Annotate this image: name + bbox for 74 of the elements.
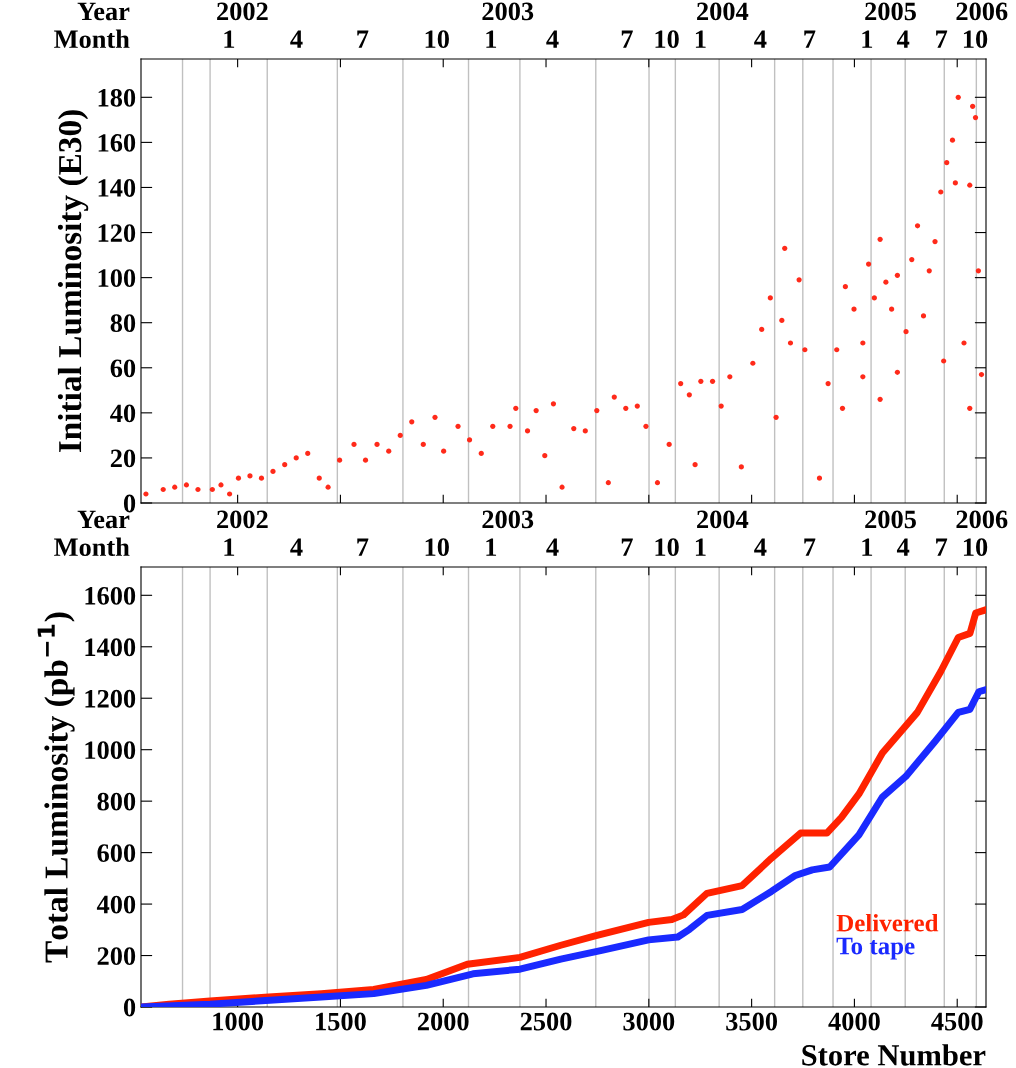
text: 1 <box>862 30 873 48</box>
text: 7 <box>804 30 816 48</box>
text: 1 <box>695 538 706 556</box>
text: 10 <box>655 30 679 49</box>
x-axis-title: Store Number <box>802 1044 986 1066</box>
text: 2002 <box>217 510 268 529</box>
text: Year <box>77 2 130 21</box>
text: 7 <box>357 538 369 556</box>
text: 1 <box>862 538 873 556</box>
y-tick-label: 20 <box>110 449 136 468</box>
y-tick-label: 1000 <box>85 741 136 760</box>
y-tick-label: 200 <box>97 947 136 965</box>
text: 10 <box>963 30 988 49</box>
text: 4 <box>290 538 303 556</box>
text: 1 <box>486 30 497 48</box>
y-tick-label: 400 <box>96 895 136 914</box>
text: Delivered <box>836 914 939 932</box>
text: 4 <box>896 30 910 48</box>
text: 2004 <box>697 2 749 21</box>
text: 4 <box>896 538 910 556</box>
text: 10 <box>655 538 679 557</box>
text: 2002 <box>217 2 268 21</box>
text: 10 <box>425 30 449 49</box>
y-tick-label: 140 <box>98 179 136 197</box>
x-tick-label: 3000 <box>623 1012 675 1031</box>
text: 4 <box>290 30 303 48</box>
y-tick-label: 180 <box>98 88 136 107</box>
text: 2003 <box>482 2 534 21</box>
text: 7 <box>621 538 633 556</box>
x-tick-label: 4000 <box>828 1012 880 1031</box>
text: 10 <box>425 538 449 557</box>
text: 1 <box>224 538 235 556</box>
text: 2004 <box>697 510 749 529</box>
text: 4 <box>754 538 767 556</box>
text: 1 <box>486 538 497 556</box>
y-tick-label: 600 <box>97 844 136 863</box>
y-tick-label: 100 <box>98 269 136 288</box>
x-tick-label: 4500 <box>931 1012 983 1031</box>
text: 1 <box>695 30 706 48</box>
text: 7 <box>621 30 633 48</box>
x-tick-label: 2500 <box>520 1012 572 1031</box>
text: Month <box>54 537 130 557</box>
y-tick-label: 60 <box>110 359 136 378</box>
text: 4 <box>546 538 559 556</box>
text: 2006 <box>956 2 1008 21</box>
text: 7 <box>936 30 948 48</box>
text: 7 <box>936 538 948 556</box>
y-tick-label: 0 <box>123 998 136 1017</box>
text: 4 <box>546 30 559 48</box>
y-tick-label: 1400 <box>85 638 136 657</box>
y-tick-label: 800 <box>97 792 136 811</box>
y-axis-title: Initial Luminosity (E30) <box>57 110 89 453</box>
x-tick-label: 3500 <box>726 1012 777 1031</box>
x-tick-label: 1500 <box>316 1012 366 1031</box>
y-tick-label: 120 <box>98 224 136 242</box>
x-tick-label: 2000 <box>417 1012 469 1031</box>
y-tick-label: 160 <box>98 134 136 152</box>
text: 7 <box>357 30 369 48</box>
y-tick-label: 40 <box>110 404 136 423</box>
x-tick-label: 1000 <box>213 1012 264 1031</box>
text: To tape <box>836 937 915 960</box>
text: 1 <box>224 30 235 48</box>
y-axis-title: Total Luminosity (pb$^{−1}$) <box>37 612 75 963</box>
text: 10 <box>963 538 988 557</box>
text: 7 <box>804 538 816 556</box>
text: 2006 <box>956 510 1008 529</box>
text: 4 <box>754 30 767 48</box>
y-tick-label: 80 <box>110 314 136 333</box>
y-tick-label: 1600 <box>85 586 136 605</box>
text: 2005 <box>865 510 916 529</box>
text: 2005 <box>865 2 916 21</box>
text: Month <box>54 29 130 49</box>
text: 2003 <box>482 510 534 529</box>
y-tick-label: 1200 <box>85 689 136 708</box>
